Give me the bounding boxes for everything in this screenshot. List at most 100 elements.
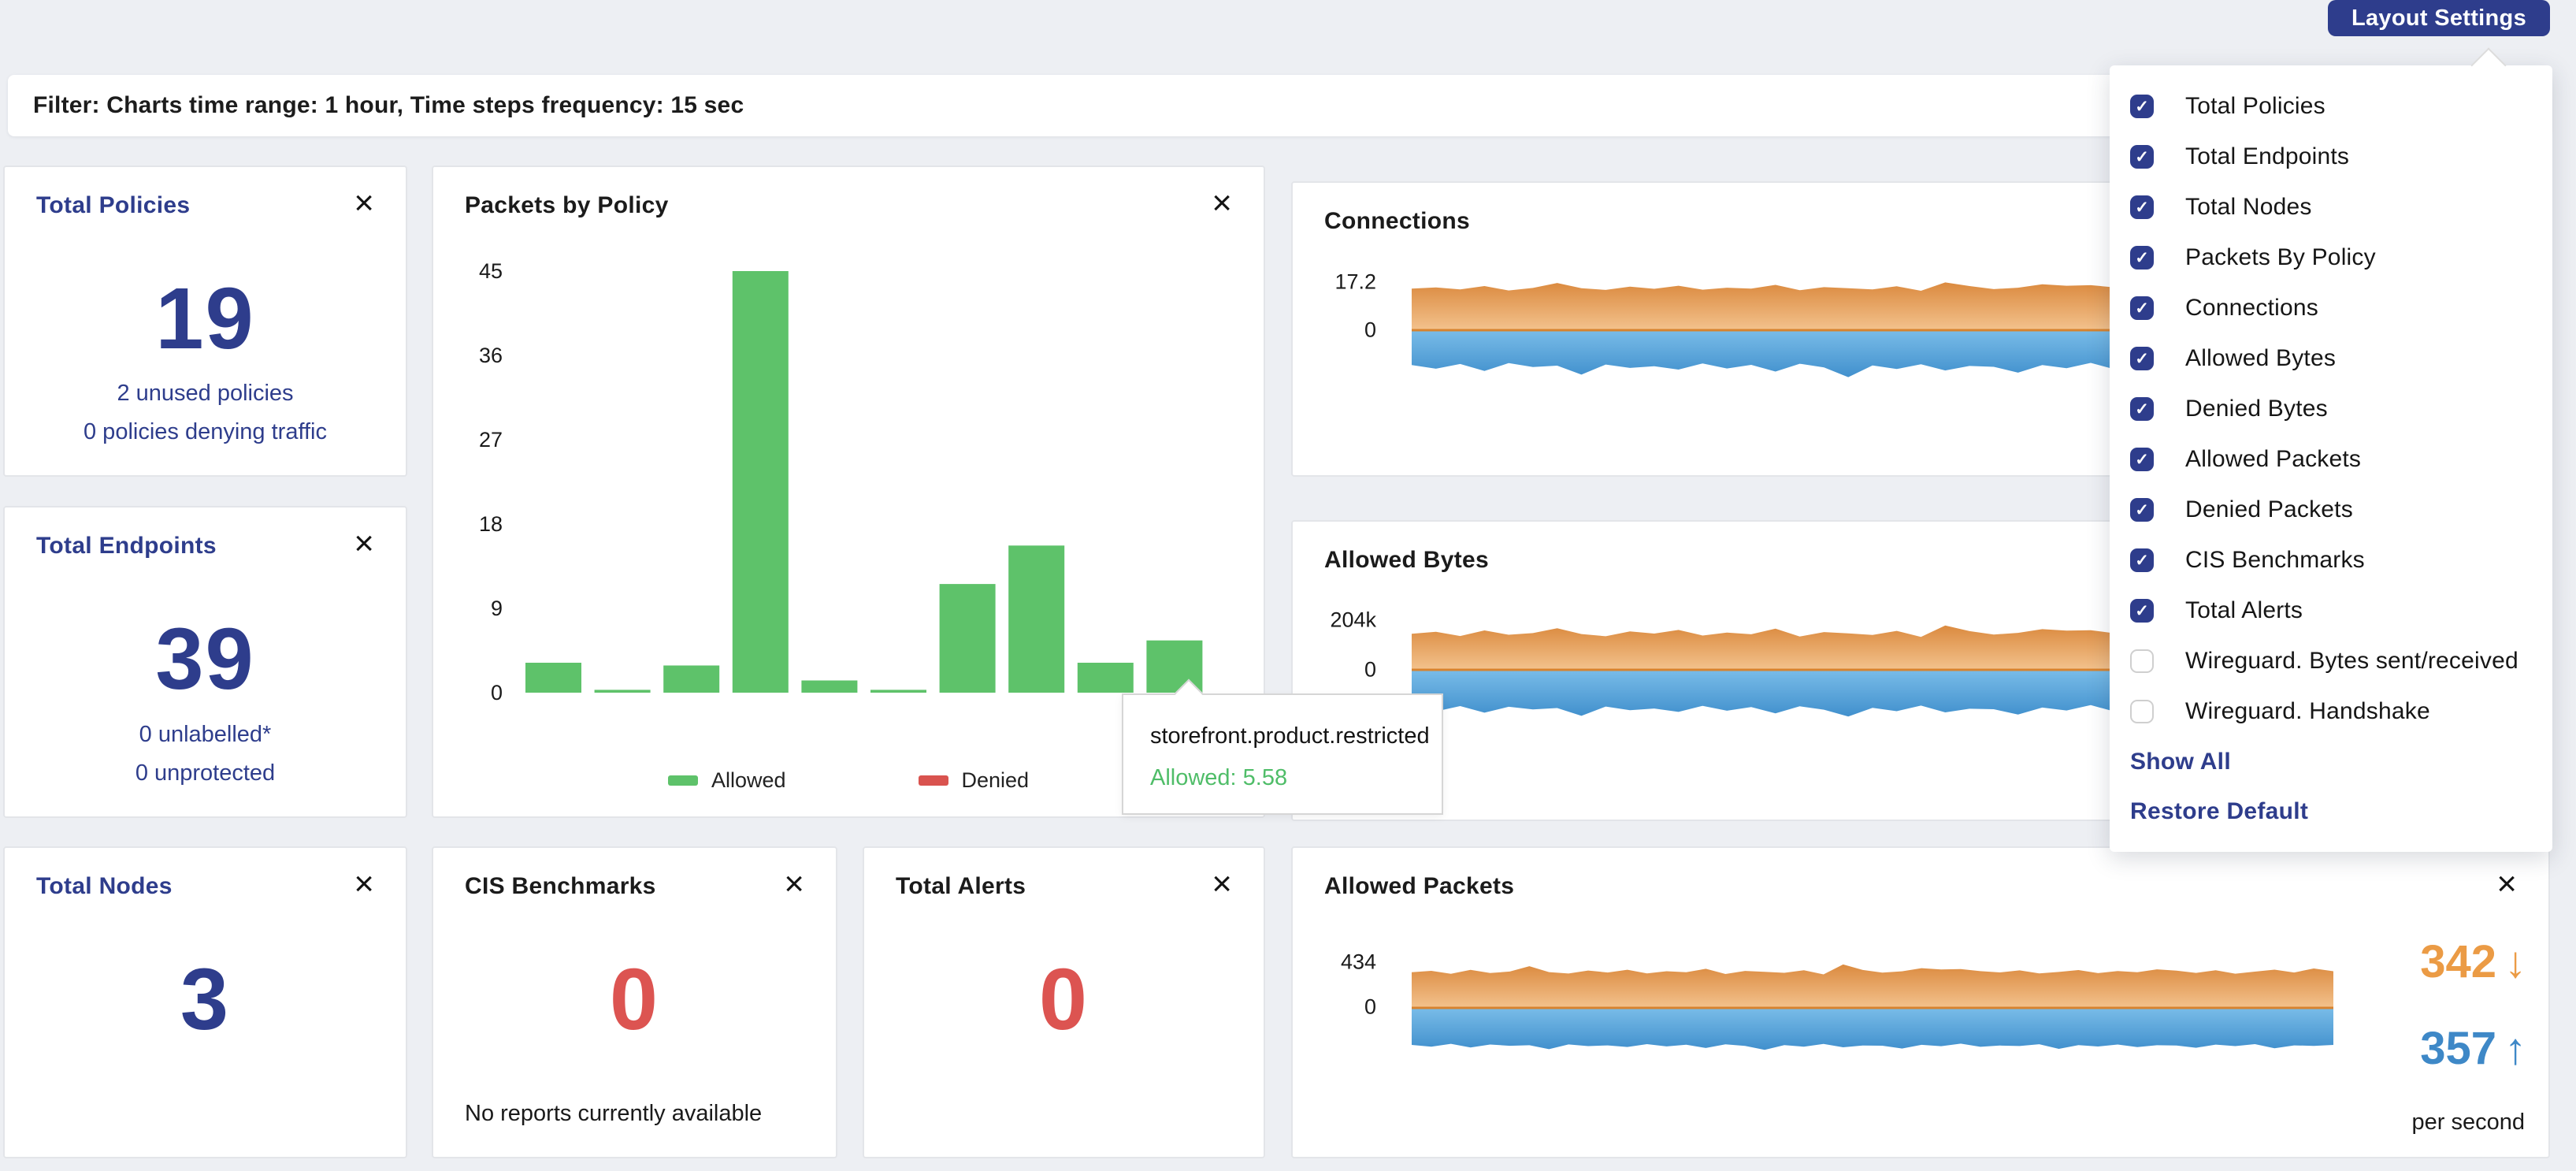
policy-bar[interactable] (939, 584, 996, 693)
restore-default-link[interactable]: Restore Default (2130, 797, 2309, 824)
policy-bar[interactable] (870, 690, 926, 693)
layout-menu-item-label: CIS Benchmarks (2185, 547, 2365, 573)
layout-settings-button[interactable]: Layout Settings (2327, 0, 2550, 36)
stat-subline-link[interactable]: 0 unlabelled* (139, 722, 272, 747)
layout-menu-item-label: Denied Packets (2185, 496, 2353, 522)
close-icon[interactable]: × (354, 184, 374, 222)
policy-bar[interactable] (525, 663, 581, 693)
checkbox-checked-icon[interactable]: ✓ (2130, 296, 2154, 320)
layout-menu-item-allowed-bytes[interactable]: ✓ Allowed Bytes (2130, 333, 2552, 384)
stat-subline-link[interactable]: 2 unused policies (117, 381, 294, 406)
close-icon[interactable]: × (1212, 864, 1232, 903)
checkbox-checked-icon[interactable]: ✓ (2130, 498, 2154, 522)
layout-menu-item-label: Packets By Policy (2185, 244, 2376, 270)
connections-ymax-tick: 17.2 (1334, 270, 1376, 294)
close-icon[interactable]: × (784, 864, 804, 903)
checkbox-checked-icon[interactable]: ✓ (2130, 246, 2154, 270)
checkbox-checked-icon[interactable]: ✓ (2130, 548, 2154, 572)
packets-rate-unit: per second (2411, 1110, 2526, 1135)
layout-menu-item-total-policies[interactable]: ✓ Total Policies (2130, 81, 2552, 132)
total-policies-sublines: 2 unused policies 0 policies denying traf… (5, 374, 406, 452)
legend-item-allowed[interactable]: Allowed (667, 768, 786, 793)
layout-menu-item-wireguard-bytes-sent-received[interactable]: Wireguard. Bytes sent/received (2130, 636, 2552, 686)
chart-tooltip: storefront.product.restricted Allowed: 5… (1122, 678, 1443, 815)
card-title-total-alerts: Total Alerts (896, 873, 1026, 899)
checkbox-checked-icon[interactable]: ✓ (2130, 448, 2154, 471)
checkbox-unchecked-icon[interactable] (2130, 649, 2154, 673)
checkbox-checked-icon[interactable]: ✓ (2130, 347, 2154, 370)
layout-menu-item-connections[interactable]: ✓ Connections (2130, 283, 2552, 333)
card-allowed-packets: Allowed Packets × 434 0 342 ↓ 357 ↑ per se… (1291, 846, 2550, 1158)
layout-menu-item-label: Wireguard. Handshake (2185, 698, 2430, 724)
connections-ymin-tick: 0 (1364, 318, 1376, 342)
bar-ytick-label: 27 (479, 428, 503, 452)
layout-menu-item-cis-benchmarks[interactable]: ✓ CIS Benchmarks (2130, 535, 2552, 586)
layout-menu-item-denied-bytes[interactable]: ✓ Denied Bytes (2130, 384, 2552, 434)
checkbox-unchecked-icon[interactable] (2130, 700, 2154, 723)
checkbox-checked-icon[interactable]: ✓ (2130, 599, 2154, 623)
layout-menu-item-total-endpoints[interactable]: ✓ Total Endpoints (2130, 132, 2552, 182)
layout-menu-item-allowed-packets[interactable]: ✓ Allowed Packets (2130, 434, 2552, 485)
legend-label: Allowed (711, 768, 786, 792)
layout-menu-item-denied-packets[interactable]: ✓ Denied Packets (2130, 485, 2552, 535)
close-icon[interactable]: × (2496, 864, 2517, 903)
layout-menu-item-label: Wireguard. Bytes sent/received (2185, 648, 2518, 674)
policy-bar[interactable] (732, 271, 789, 693)
checkbox-checked-icon[interactable]: ✓ (2130, 397, 2154, 421)
layout-menu-item-packets-by-policy[interactable]: ✓ Packets By Policy (2130, 232, 2552, 283)
legend-label: Denied (961, 768, 1030, 792)
layout-menu-item-label: Total Policies (2185, 93, 2325, 119)
card-title-connections: Connections (1324, 208, 1470, 234)
card-title-packets-by-policy: Packets by Policy (465, 192, 669, 218)
allowed-bytes-ymin-tick: 0 (1364, 657, 1376, 682)
layout-settings-menu: ✓ Total Policies ✓ Total Endpoints ✓ Total No… (2110, 47, 2552, 852)
policy-bar[interactable] (1008, 545, 1065, 693)
close-icon[interactable]: × (1212, 184, 1232, 222)
allowed-bytes-ymax-tick: 204k (1330, 608, 1376, 632)
bar-ytick-label: 9 (491, 597, 503, 620)
allowed_packets-inbound-area (1412, 964, 2333, 1008)
allowed-packets-ymax-tick: 434 (1340, 950, 1376, 974)
card-title-total-endpoints: Total Endpoints (36, 533, 217, 559)
policy-bar[interactable] (1077, 663, 1134, 693)
policy-bar[interactable] (594, 690, 651, 693)
packets-by-policy-legend: Allowed Denied (433, 768, 1264, 793)
packets-by-policy-bar-chart: 45 36 27 18 9 0 (479, 259, 1203, 704)
checkbox-checked-icon[interactable]: ✓ (2130, 195, 2154, 219)
total-policies-value: 19 (155, 270, 255, 367)
policy-bar[interactable] (663, 665, 720, 693)
tooltip-allowed-value: Allowed: 5.58 (1150, 765, 1288, 790)
arrow-up-icon: ↑ (2504, 1024, 2526, 1073)
layout-menu-item-wireguard-handshake[interactable]: Wireguard. Handshake (2130, 686, 2552, 737)
card-title-allowed-bytes: Allowed Bytes (1324, 547, 1489, 573)
layout-menu-item-label: Connections (2185, 295, 2318, 321)
layout-menu-item-label: Total Alerts (2185, 597, 2303, 623)
show-all-link[interactable]: Show All (2130, 748, 2231, 775)
layout-menu-item-label: Denied Bytes (2185, 396, 2328, 422)
legend-item-denied[interactable]: Denied (918, 768, 1030, 793)
stat-subline-link[interactable]: 0 policies denying traffic (84, 419, 327, 444)
policy-bar[interactable] (801, 680, 858, 693)
bar-ytick-label: 0 (491, 681, 503, 704)
layout-menu-item-total-alerts[interactable]: ✓ Total Alerts (2130, 586, 2552, 636)
card-total-nodes: Total Nodes × 3 (3, 846, 407, 1158)
card-title-allowed-packets: Allowed Packets (1324, 873, 1515, 899)
layout-menu-item-label: Total Endpoints (2185, 143, 2350, 169)
layout-menu-item-label: Allowed Packets (2185, 446, 2362, 472)
bar-ytick-label: 18 (479, 512, 503, 536)
stat-subline-link[interactable]: 0 unprotected (135, 760, 276, 786)
checkbox-checked-icon[interactable]: ✓ (2130, 145, 2154, 169)
card-total-policies: Total Policies × 19 2 unused policies 0 p… (3, 165, 407, 477)
total-alerts-value: 0 (1038, 951, 1089, 1048)
layout-menu-item-label: Total Nodes (2185, 194, 2312, 220)
packets-in-rate: 342 ↓ (2420, 936, 2526, 987)
card-total-alerts: Total Alerts × 0 (863, 846, 1265, 1158)
layout-menu-item-total-nodes[interactable]: ✓ Total Nodes (2130, 182, 2552, 232)
close-icon[interactable]: × (354, 864, 374, 903)
layout-menu-item-label: Allowed Bytes (2185, 345, 2337, 371)
checkbox-checked-icon[interactable]: ✓ (2130, 95, 2154, 118)
card-title-total-nodes: Total Nodes (36, 873, 173, 899)
total-endpoints-value: 39 (155, 611, 255, 708)
close-icon[interactable]: × (354, 524, 374, 563)
